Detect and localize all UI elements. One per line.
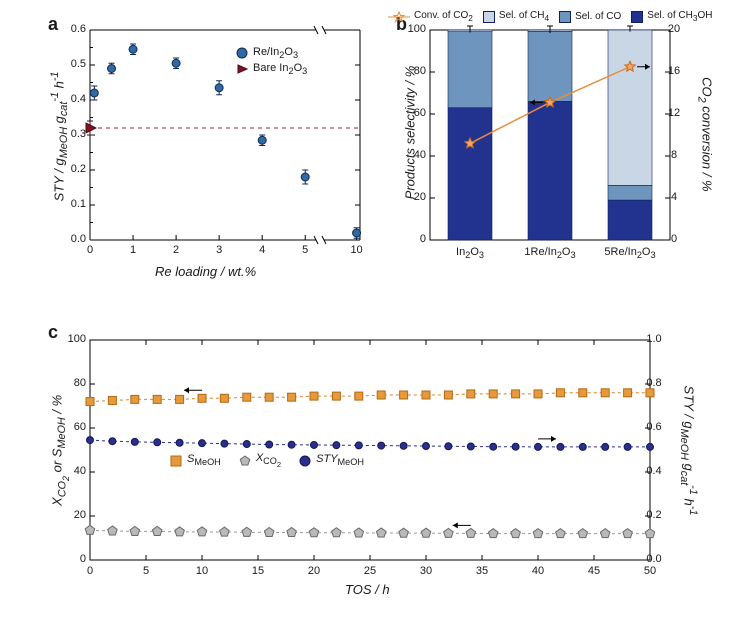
panel-c-xaxis-label: TOS / h (345, 582, 390, 597)
panel-c-legend: SMeOHXCO2STYMeOH (170, 450, 364, 471)
panel-c-right-yaxis-label: STY / gMeOH gcat-1 h-1 (678, 360, 699, 540)
panel-a-xaxis-label: Re loading / wt.% (155, 264, 256, 279)
panel-a-legend: Re/In2O3Bare In2O3 (236, 44, 307, 78)
panel-c-svg (0, 0, 735, 627)
panel-b-right-yaxis-label: CO2 conversion / % (696, 44, 715, 224)
